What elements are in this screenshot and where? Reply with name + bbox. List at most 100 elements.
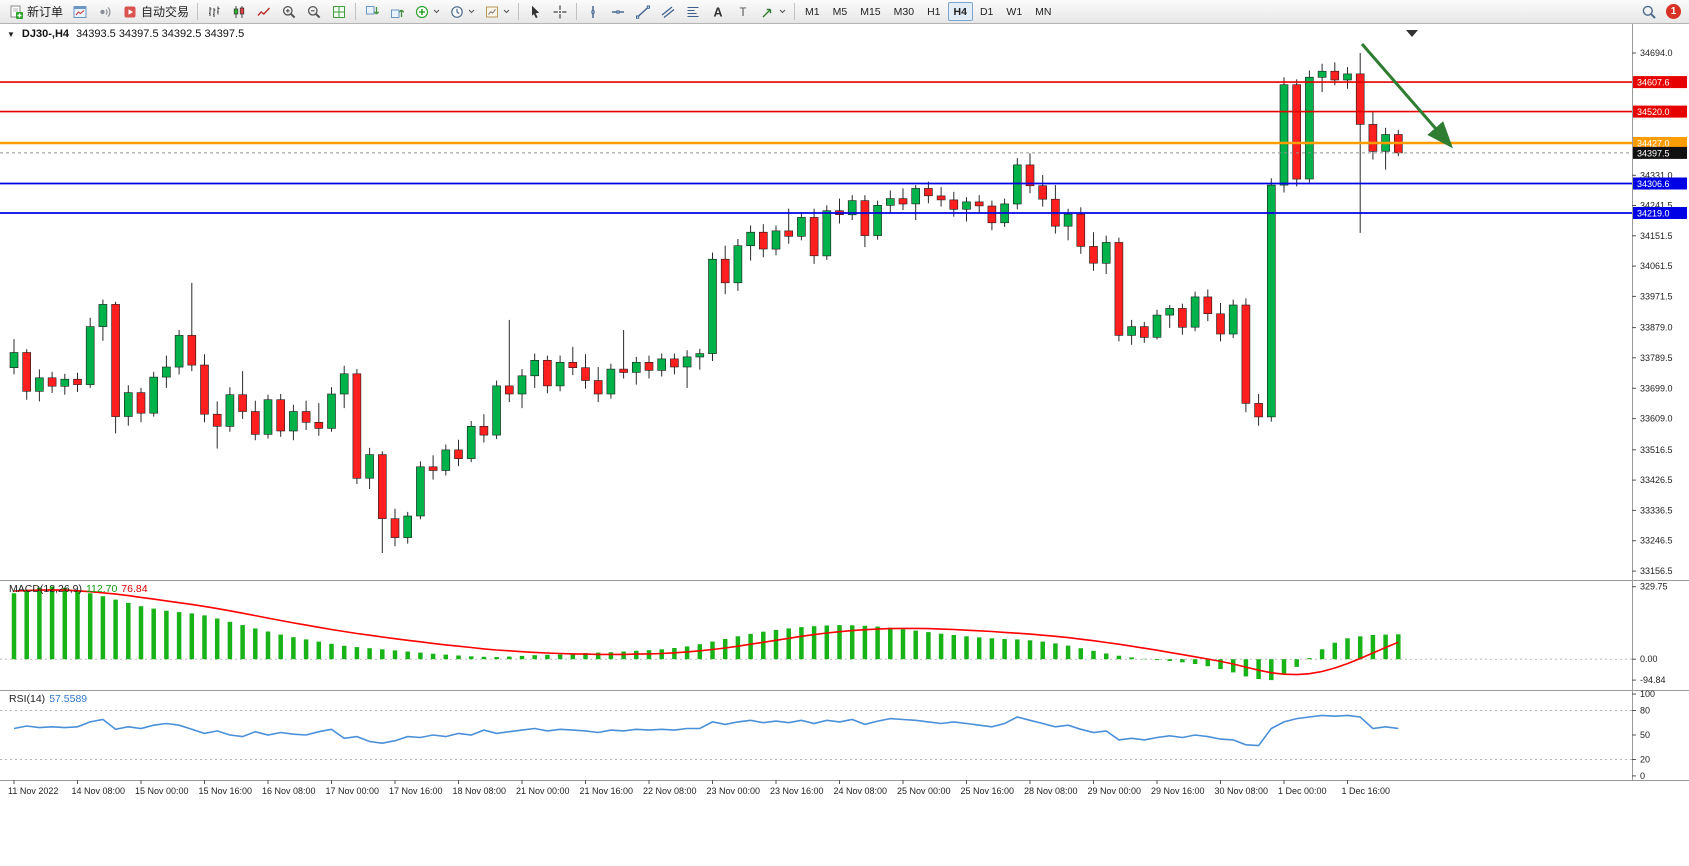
svg-text:11 Nov 2022: 11 Nov 2022: [8, 786, 58, 796]
timeframe-m5-button[interactable]: M5: [827, 2, 854, 21]
bars-icon: [209, 6, 220, 17]
text-button[interactable]: A: [706, 1, 730, 22]
chart-window-icon: [73, 5, 87, 18]
timeframe-m30-button[interactable]: M30: [888, 2, 920, 21]
symbol-menu-icon[interactable]: ▼: [7, 30, 15, 39]
channel-icon: [661, 6, 675, 18]
svg-text:17 Nov 16:00: 17 Nov 16:00: [389, 786, 443, 796]
zoom-out-icon: [307, 5, 321, 18]
zoom-in-icon: [282, 5, 296, 18]
timeframe-h1-button[interactable]: H1: [921, 2, 946, 21]
bar-chart-button[interactable]: [202, 1, 226, 22]
linechart-icon: [257, 7, 271, 16]
svg-text:17 Nov 00:00: 17 Nov 00:00: [326, 786, 380, 796]
timeframe-h4-button[interactable]: H4: [947, 2, 973, 21]
cascade-button[interactable]: [385, 1, 409, 22]
vertical-line-button[interactable]: [581, 1, 605, 22]
svg-text:34219.0: 34219.0: [1637, 209, 1670, 219]
svg-text:29 Nov 00:00: 29 Nov 00:00: [1088, 786, 1142, 796]
price-level-labels: 34607.6 34520.0 34427.0 34306.6 34219.0 34397…: [1633, 76, 1687, 219]
indicators-button[interactable]: [410, 1, 444, 22]
tile-icon: [333, 5, 346, 18]
search-button[interactable]: [1637, 1, 1661, 22]
svg-text:33426.5: 33426.5: [1640, 475, 1673, 485]
svg-text:100: 100: [1640, 689, 1655, 699]
zoom-out-button[interactable]: [302, 1, 326, 22]
svg-text:0.00: 0.00: [1640, 654, 1658, 664]
chart-canvas[interactable]: 34694.0 34331.0 34241.5 34151.5 34061.5 33971…: [0, 24, 1689, 861]
svg-text:21 Nov 00:00: 21 Nov 00:00: [516, 786, 570, 796]
svg-text:33699.0: 33699.0: [1640, 383, 1673, 393]
toolbar-separator: [518, 3, 520, 20]
templates-button[interactable]: [480, 1, 514, 22]
cursor-button[interactable]: [523, 1, 547, 22]
candlestick-chart-button[interactable]: [227, 1, 251, 22]
svg-text:34331.0: 34331.0: [1640, 170, 1673, 180]
toolbar-buttons: 新订单 自动交易 A T: [4, 1, 798, 22]
svg-text:34151.5: 34151.5: [1640, 231, 1673, 241]
zoom-in-button[interactable]: [277, 1, 301, 22]
fibo-icon: [687, 6, 699, 17]
svg-text:33516.5: 33516.5: [1640, 445, 1673, 455]
crosshair-button[interactable]: [548, 1, 572, 22]
alerts-button[interactable]: [93, 1, 117, 22]
charts-button[interactable]: [68, 1, 92, 22]
ohlc-values: 34393.5 34397.5 34392.5 34397.5: [76, 28, 245, 40]
sound-icon: [100, 6, 111, 17]
rsi-indicator-label: RSI(14) 57.5589: [9, 693, 87, 705]
periods-button[interactable]: [445, 1, 479, 22]
rsi-panel: 100 80 50 20 0: [0, 689, 1655, 781]
timeframe-m1-button[interactable]: M1: [799, 2, 826, 21]
svg-text:24 Nov 08:00: 24 Nov 08:00: [834, 786, 888, 796]
timeframe-d1-button[interactable]: D1: [974, 2, 999, 21]
svg-text:18 Nov 08:00: 18 Nov 08:00: [453, 786, 507, 796]
tile-windows-button[interactable]: [327, 1, 351, 22]
svg-text:33246.5: 33246.5: [1640, 536, 1673, 546]
svg-text:30 Nov 08:00: 30 Nov 08:00: [1215, 786, 1269, 796]
notification-badge[interactable]: 1: [1666, 4, 1681, 19]
price-axis-labels: 34694.0 34331.0 34241.5 34151.5 34061.5 33971…: [1632, 48, 1673, 576]
macd-indicator-label: MACD(12,26,9) 112.70 76.84: [9, 583, 148, 595]
text-label-button[interactable]: T: [731, 1, 755, 22]
svg-text:34306.6: 34306.6: [1637, 179, 1670, 189]
rsi-name: RSI(14): [9, 693, 46, 705]
toolbar-separator: [794, 3, 796, 20]
auto-arrange-button[interactable]: [360, 1, 384, 22]
equidistant-channel-button[interactable]: [656, 1, 680, 22]
new-order-button[interactable]: 新订单: [4, 1, 67, 22]
toolbar-separator: [576, 3, 578, 20]
svg-text:329.75: 329.75: [1640, 582, 1668, 592]
chart-title: ▼ DJ30-,H4 34393.5 34397.5 34392.5 34397…: [7, 28, 244, 40]
svg-text:33156.5: 33156.5: [1640, 566, 1673, 576]
horizontal-line-button[interactable]: [606, 1, 630, 22]
cursor-icon: [532, 5, 540, 18]
timeframe-m15-button[interactable]: M15: [854, 2, 886, 21]
clock-icon: [451, 5, 463, 18]
svg-text:29 Nov 16:00: 29 Nov 16:00: [1151, 786, 1205, 796]
timeframe-toolbar: M1 M5 M15 M30 H1 H4 D1 W1 MN: [799, 2, 1057, 21]
chevron-down-icon: [503, 9, 510, 14]
chart-background: [0, 24, 1689, 861]
textA-icon: A: [714, 5, 723, 19]
timeframe-w1-button[interactable]: W1: [1000, 2, 1028, 21]
current-price-label: [1633, 146, 1687, 159]
trend-arrow-annotation[interactable]: [1360, 43, 1453, 149]
svg-text:23 Nov 16:00: 23 Nov 16:00: [770, 786, 824, 796]
svg-text:33789.5: 33789.5: [1640, 353, 1673, 363]
macd-signal-line: [13, 589, 1399, 676]
timeframe-mn-button[interactable]: MN: [1029, 2, 1057, 21]
chevron-down-icon: [779, 9, 786, 14]
svg-text:20: 20: [1640, 755, 1650, 765]
line-chart-button[interactable]: [252, 1, 276, 22]
svg-text:23 Nov 00:00: 23 Nov 00:00: [707, 786, 761, 796]
svg-text:1 Dec 16:00: 1 Dec 16:00: [1342, 786, 1391, 796]
trendline-button[interactable]: [631, 1, 655, 22]
plus-green-icon: [415, 5, 429, 18]
time-axis-labels: 11 Nov 2022 14 Nov 08:00 15 Nov 00:00 15 No…: [8, 780, 1390, 796]
svg-text:21 Nov 16:00: 21 Nov 16:00: [580, 786, 634, 796]
autotrading-button[interactable]: 自动交易: [118, 1, 193, 22]
chart-shift-marker-icon[interactable]: [1406, 30, 1418, 37]
arrows-button[interactable]: [756, 1, 790, 22]
fibonacci-button[interactable]: [681, 1, 705, 22]
macd-name: MACD(12,26,9): [9, 583, 82, 595]
